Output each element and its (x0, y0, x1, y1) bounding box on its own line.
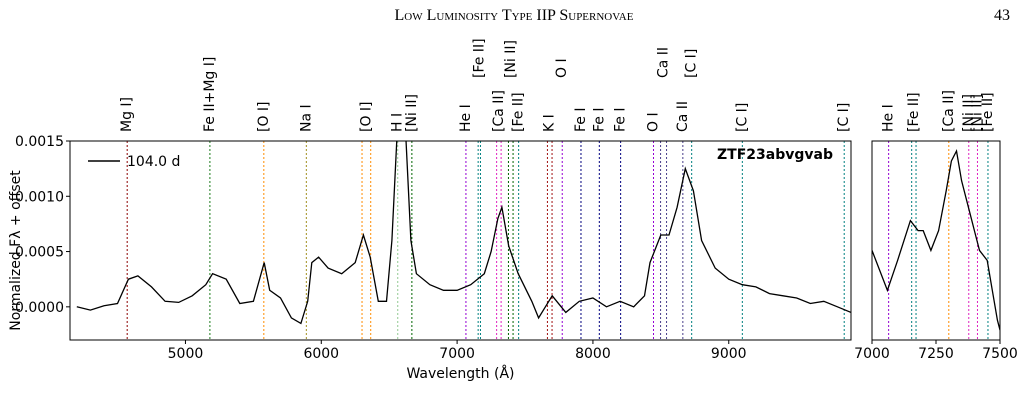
line-id-label: [O I] (358, 101, 374, 132)
legend-label: 104.0 d (127, 154, 180, 170)
line-id-label: K I (542, 114, 558, 132)
line-id-label: [Fe II] (906, 92, 922, 132)
line-id-label: Ca II (675, 101, 691, 132)
line-id-label: [C I] (836, 103, 852, 132)
axes-frame (69, 140, 852, 341)
line-id-label: [Ni II] (503, 40, 519, 78)
x-axis-label: Wavelength (Å) (406, 365, 514, 382)
x-tick-label: 7000 (854, 346, 890, 362)
line-id-label: [Ni II] (961, 94, 977, 132)
line-id-label: Fe I (591, 108, 607, 132)
line-id-label: [Fe II] (511, 92, 527, 132)
x-tick-label: 7000 (439, 346, 475, 362)
x-tick-label: 8000 (575, 346, 611, 362)
line-id-label: [Fe II] (471, 38, 487, 78)
line-id-label: [Ni II] (969, 94, 985, 132)
axes-frame (871, 140, 1001, 341)
line-id-label: Fe II+Mg I] (202, 57, 218, 132)
y-tick-label: 0.0010 (15, 189, 64, 205)
running-header: Low Luminosity Type IIP Supernovae (395, 7, 634, 24)
line-id-label: [C I] (684, 49, 700, 78)
line-id-label: He I (458, 104, 474, 132)
line-id-label: He I (881, 104, 897, 132)
y-tick-label: 0.0015 (15, 134, 64, 150)
line-id-label: O I (554, 58, 570, 78)
spectrum (76, 141, 851, 325)
x-tick-label: 6000 (303, 346, 339, 362)
x-tick-label: 5000 (168, 346, 204, 362)
line-id-label: [Ca II] (491, 90, 507, 132)
spectrum (872, 148, 1000, 331)
page-number: 43 (994, 7, 1010, 24)
line-id-label: [Ca II] (941, 90, 957, 132)
y-tick-label: 0.0005 (15, 245, 64, 261)
line-id-label: Ca II (656, 47, 672, 78)
line-id-label: [C I] (734, 103, 750, 132)
y-tick-label: 0.0000 (15, 300, 64, 316)
line-id-label: O I (646, 112, 662, 132)
line-id-label: Mg I] (119, 97, 135, 132)
line-id-label: Fe I (613, 108, 629, 132)
line-id-label: H I (390, 113, 406, 132)
y-axis-label: Normalized Fλ + offset (8, 170, 24, 331)
line-id-label: [Ni II] (404, 94, 420, 132)
line-id-label: [O I] (256, 101, 272, 132)
x-tick-label: 9000 (711, 346, 747, 362)
line-id-label: Na I (298, 104, 314, 132)
line-id-label: Fe I (573, 108, 589, 132)
x-tick-label: 7500 (982, 346, 1018, 362)
x-tick-label: 7250 (918, 346, 954, 362)
annotation: ZTF23abvgvab (717, 147, 833, 163)
line-id-label: [Fe II] (980, 92, 996, 132)
